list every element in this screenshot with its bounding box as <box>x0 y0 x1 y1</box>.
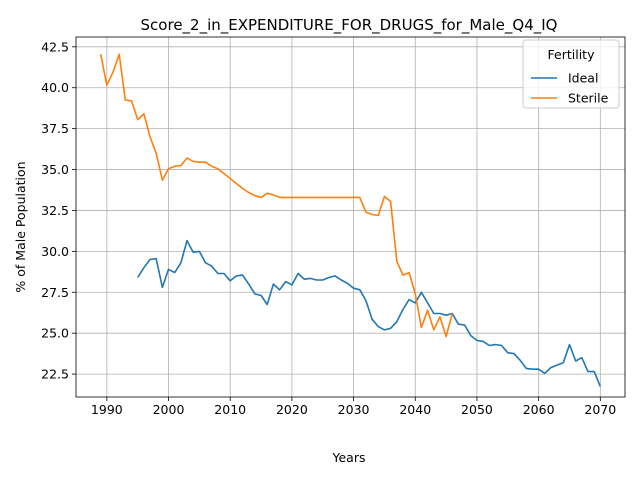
x-axis-label: Years <box>332 450 366 465</box>
y-tick-label: 30.0 <box>41 244 69 259</box>
y-tick-label: 35.0 <box>41 162 69 177</box>
legend-box <box>522 39 620 109</box>
x-tick-label: 2050 <box>461 402 493 417</box>
y-tick-label: 42.5 <box>41 39 69 54</box>
x-tick-label: 2030 <box>338 402 370 417</box>
legend-label-ideal: Ideal <box>568 71 598 86</box>
series-line-ideal <box>137 239 602 387</box>
x-tick-label: 2020 <box>276 402 308 417</box>
x-tick-label: 2060 <box>523 402 555 417</box>
y-tick-label: 27.5 <box>41 285 69 300</box>
legend: Fertility Ideal Sterile <box>522 39 620 109</box>
y-tick-label: 37.5 <box>41 121 69 136</box>
y-tick-label: 32.5 <box>41 203 69 218</box>
axis-ticks: 1990 2000 2010 2020 2030 2040 2050 2060 2070 22.5… <box>41 39 616 417</box>
x-tick-label: 2070 <box>584 402 616 417</box>
x-tick-label: 2010 <box>214 402 246 417</box>
legend-label-sterile: Sterile <box>568 91 609 106</box>
plot-frame <box>75 36 626 398</box>
series-lines <box>99 53 602 387</box>
x-tick-label: 1990 <box>91 402 123 417</box>
x-tick-label: 2000 <box>153 402 185 417</box>
y-tick-label: 22.5 <box>41 367 69 382</box>
legend-title: Fertility <box>548 47 596 62</box>
y-tick-label: 25.0 <box>41 326 69 341</box>
chart-title: Score_2_in_EXPENDITURE_FOR_DRUGS_for_Mal… <box>141 16 558 35</box>
series-line-sterile <box>99 53 454 338</box>
y-tick-label: 40.0 <box>41 80 69 95</box>
y-axis-label: % of Male Population <box>13 161 28 292</box>
x-tick-label: 2040 <box>399 402 431 417</box>
